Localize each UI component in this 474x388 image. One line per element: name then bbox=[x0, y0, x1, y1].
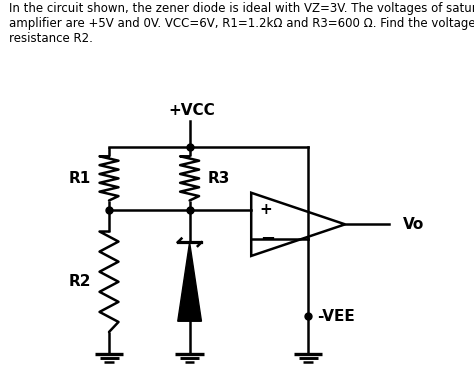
Text: Vo: Vo bbox=[403, 217, 424, 232]
Text: +VCC: +VCC bbox=[169, 103, 215, 118]
Text: −: − bbox=[260, 230, 275, 248]
Text: In the circuit shown, the zener diode is ideal with VZ=3V. The voltages of satur: In the circuit shown, the zener diode is… bbox=[9, 2, 474, 45]
Text: R2: R2 bbox=[69, 274, 91, 289]
Text: R1: R1 bbox=[69, 171, 91, 186]
Polygon shape bbox=[178, 242, 201, 321]
Text: +: + bbox=[260, 203, 273, 218]
Text: -VEE: -VEE bbox=[318, 309, 356, 324]
Text: R3: R3 bbox=[208, 171, 230, 186]
